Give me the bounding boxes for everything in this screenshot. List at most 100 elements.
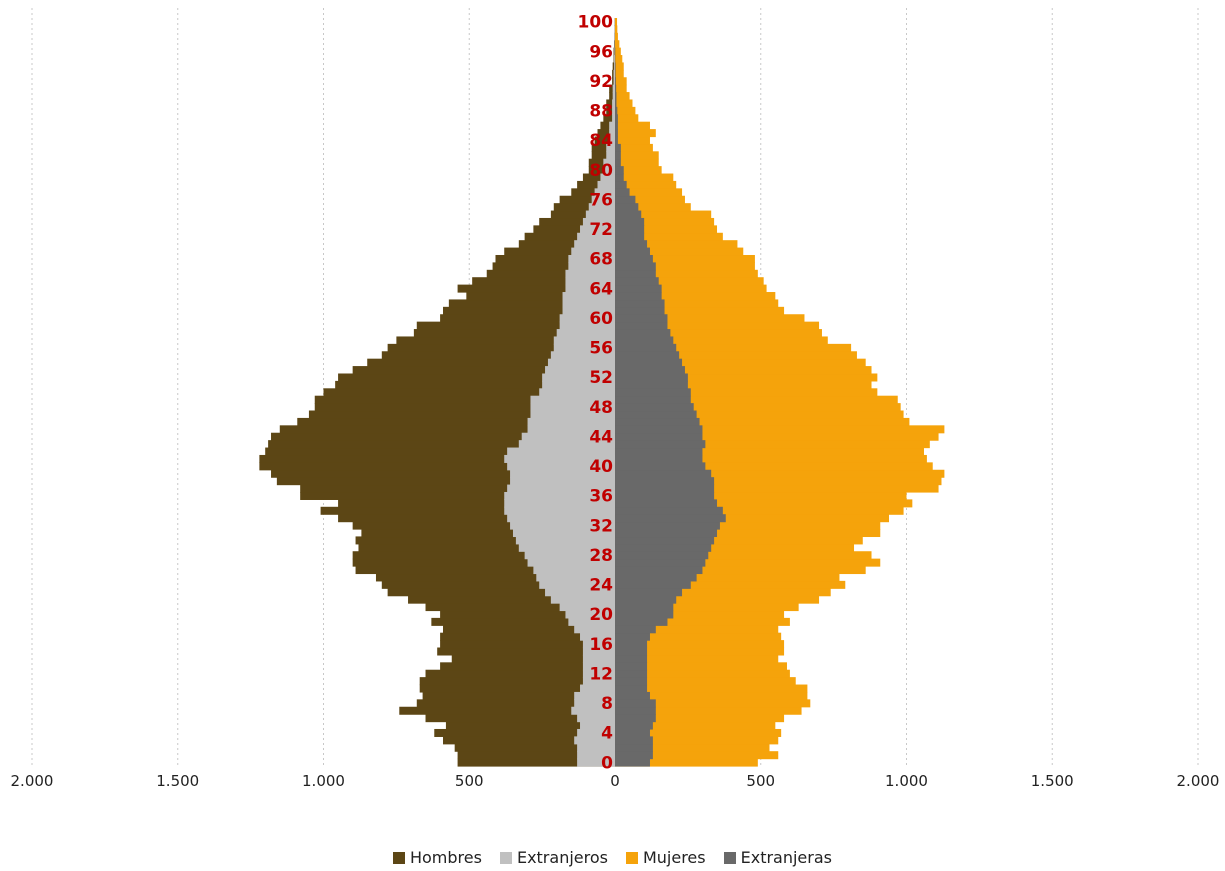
bar-extranjeras-age-54 xyxy=(615,358,683,367)
bar-hombres-age-43 xyxy=(268,440,615,449)
bar-mujeres-age-12 xyxy=(615,669,790,678)
bar-extranjeros-age-33 xyxy=(507,514,615,523)
bar-mujeres-age-63 xyxy=(615,292,776,301)
bar-extranjeras-age-8 xyxy=(615,699,656,708)
bar-extranjeros-age-30 xyxy=(515,536,615,545)
bar-extranjeros-age-27 xyxy=(527,558,615,567)
bar-hombres-age-42 xyxy=(265,447,615,456)
bar-hombres-age-75 xyxy=(553,203,615,212)
x-tick-label: 1.500 xyxy=(156,772,199,790)
age-label: 88 xyxy=(589,102,613,122)
bar-hombres-age-35 xyxy=(338,499,615,508)
bar-extranjeros-age-7 xyxy=(571,706,615,715)
bar-extranjeros-age-71 xyxy=(577,232,615,241)
bar-hombres-age-32 xyxy=(352,521,615,530)
bar-mujeres-age-70 xyxy=(615,240,738,249)
bar-extranjeras-age-76 xyxy=(615,195,636,204)
age-label: 40 xyxy=(589,457,613,477)
age-label: 64 xyxy=(589,279,613,299)
bar-extranjeras-age-44 xyxy=(615,432,703,441)
bar-extranjeros-age-10 xyxy=(580,684,615,693)
bar-extranjeros-age-22 xyxy=(550,595,615,604)
legend-swatch-extranjeros xyxy=(499,851,512,864)
bar-extranjeros-age-61 xyxy=(562,306,615,315)
bar-extranjeros-age-79 xyxy=(600,173,615,182)
bar-mujeres-age-1 xyxy=(615,751,779,760)
bar-mujeres-age-45 xyxy=(615,425,945,434)
bar-hombres-age-61 xyxy=(443,306,615,315)
bar-extranjeras-age-55 xyxy=(615,351,680,360)
population-pyramid-chart: 2.000 1.500 1.000 500 0 500 1.000 1.500 2.000 0 4… xyxy=(11,8,1219,790)
bar-hombres-age-64 xyxy=(457,284,615,293)
bar-hombres-age-62 xyxy=(448,299,616,308)
bar-extranjeras-age-77 xyxy=(615,188,630,197)
bar-extranjeros-age-49 xyxy=(530,395,615,404)
bar-mujeres-age-3 xyxy=(615,736,779,745)
bar-hombres-age-87 xyxy=(603,114,615,123)
age-label: 100 xyxy=(578,13,614,33)
bar-extranjeros-age-85 xyxy=(609,129,615,138)
bar-extranjeros-age-32 xyxy=(510,521,615,530)
bar-mujeres-age-82 xyxy=(615,151,659,160)
age-label: 56 xyxy=(589,339,613,359)
age-label: 52 xyxy=(589,368,613,388)
bar-extranjeras-age-89 xyxy=(615,99,617,108)
bar-mujeres-age-79 xyxy=(615,173,674,182)
bar-extranjeras-age-41 xyxy=(615,454,703,463)
bar-hombres-age-55 xyxy=(381,351,615,360)
bar-mujeres-age-16 xyxy=(615,640,785,649)
bar-mujeres-age-96 xyxy=(615,47,621,56)
bar-mujeres-age-52 xyxy=(615,373,878,382)
bar-extranjeras-age-5 xyxy=(615,721,653,730)
bar-mujeres-age-98 xyxy=(615,32,618,41)
x-tick-label: 1.000 xyxy=(302,772,345,790)
bar-extranjeros-age-92 xyxy=(613,77,615,86)
bar-hombres-age-2 xyxy=(454,743,615,752)
bar-mujeres-age-69 xyxy=(615,247,744,256)
legend-item-extranjeros: Extranjeros xyxy=(499,848,608,867)
bar-mujeres-age-0 xyxy=(615,758,758,767)
bar-hombres-age-14 xyxy=(451,654,615,663)
bar-hombres-age-81 xyxy=(588,158,615,167)
bar-hombres-age-82 xyxy=(591,151,615,160)
bar-hombres-age-70 xyxy=(518,240,615,249)
bar-hombres-age-63 xyxy=(466,292,615,301)
bar-mujeres-age-62 xyxy=(615,299,779,308)
bar-extranjeros-age-45 xyxy=(527,425,615,434)
bar-extranjeras-age-61 xyxy=(615,306,665,315)
bar-extranjeros-age-28 xyxy=(524,551,615,560)
bar-extranjeros-age-56 xyxy=(553,343,615,352)
bar-extranjeros-age-96 xyxy=(614,47,615,56)
bar-extranjeras-age-51 xyxy=(615,380,688,389)
age-label: 8 xyxy=(601,694,613,714)
bar-mujeres-age-55 xyxy=(615,351,857,360)
legend-swatch-mujeres xyxy=(625,851,638,864)
bar-hombres-age-78 xyxy=(577,180,615,189)
bar-mujeres-age-67 xyxy=(615,262,755,271)
bar-extranjeros-age-6 xyxy=(577,714,615,723)
bar-extranjeras-age-57 xyxy=(615,336,674,345)
bar-extranjeras-age-85 xyxy=(615,129,618,138)
bar-hombres-age-69 xyxy=(504,247,615,256)
bar-extranjeras-age-29 xyxy=(615,543,712,552)
bar-mujeres-age-6 xyxy=(615,714,785,723)
bar-hombres-age-57 xyxy=(396,336,616,345)
bar-extranjeras-age-50 xyxy=(615,388,691,397)
bar-hombres-age-94 xyxy=(612,62,615,71)
bar-hombres-age-20 xyxy=(440,610,615,619)
bar-hombres-age-10 xyxy=(419,684,615,693)
bar-extranjeras-age-30 xyxy=(615,536,715,545)
bar-extranjeros-age-40 xyxy=(507,462,615,471)
bar-mujeres-age-29 xyxy=(615,543,855,552)
bar-hombres-age-48 xyxy=(314,403,615,412)
bar-extranjeras-age-28 xyxy=(615,551,709,560)
bar-extranjeras-age-4 xyxy=(615,728,650,737)
bar-mujeres-age-20 xyxy=(615,610,785,619)
bar-hombres-age-25 xyxy=(375,573,615,582)
bar-mujeres-age-5 xyxy=(615,721,776,730)
x-tick-label: 500 xyxy=(746,772,775,790)
bar-mujeres-age-39 xyxy=(615,469,945,478)
bar-extranjeras-age-78 xyxy=(615,180,627,189)
bar-hombres-age-29 xyxy=(358,543,615,552)
age-label: 80 xyxy=(589,161,613,181)
